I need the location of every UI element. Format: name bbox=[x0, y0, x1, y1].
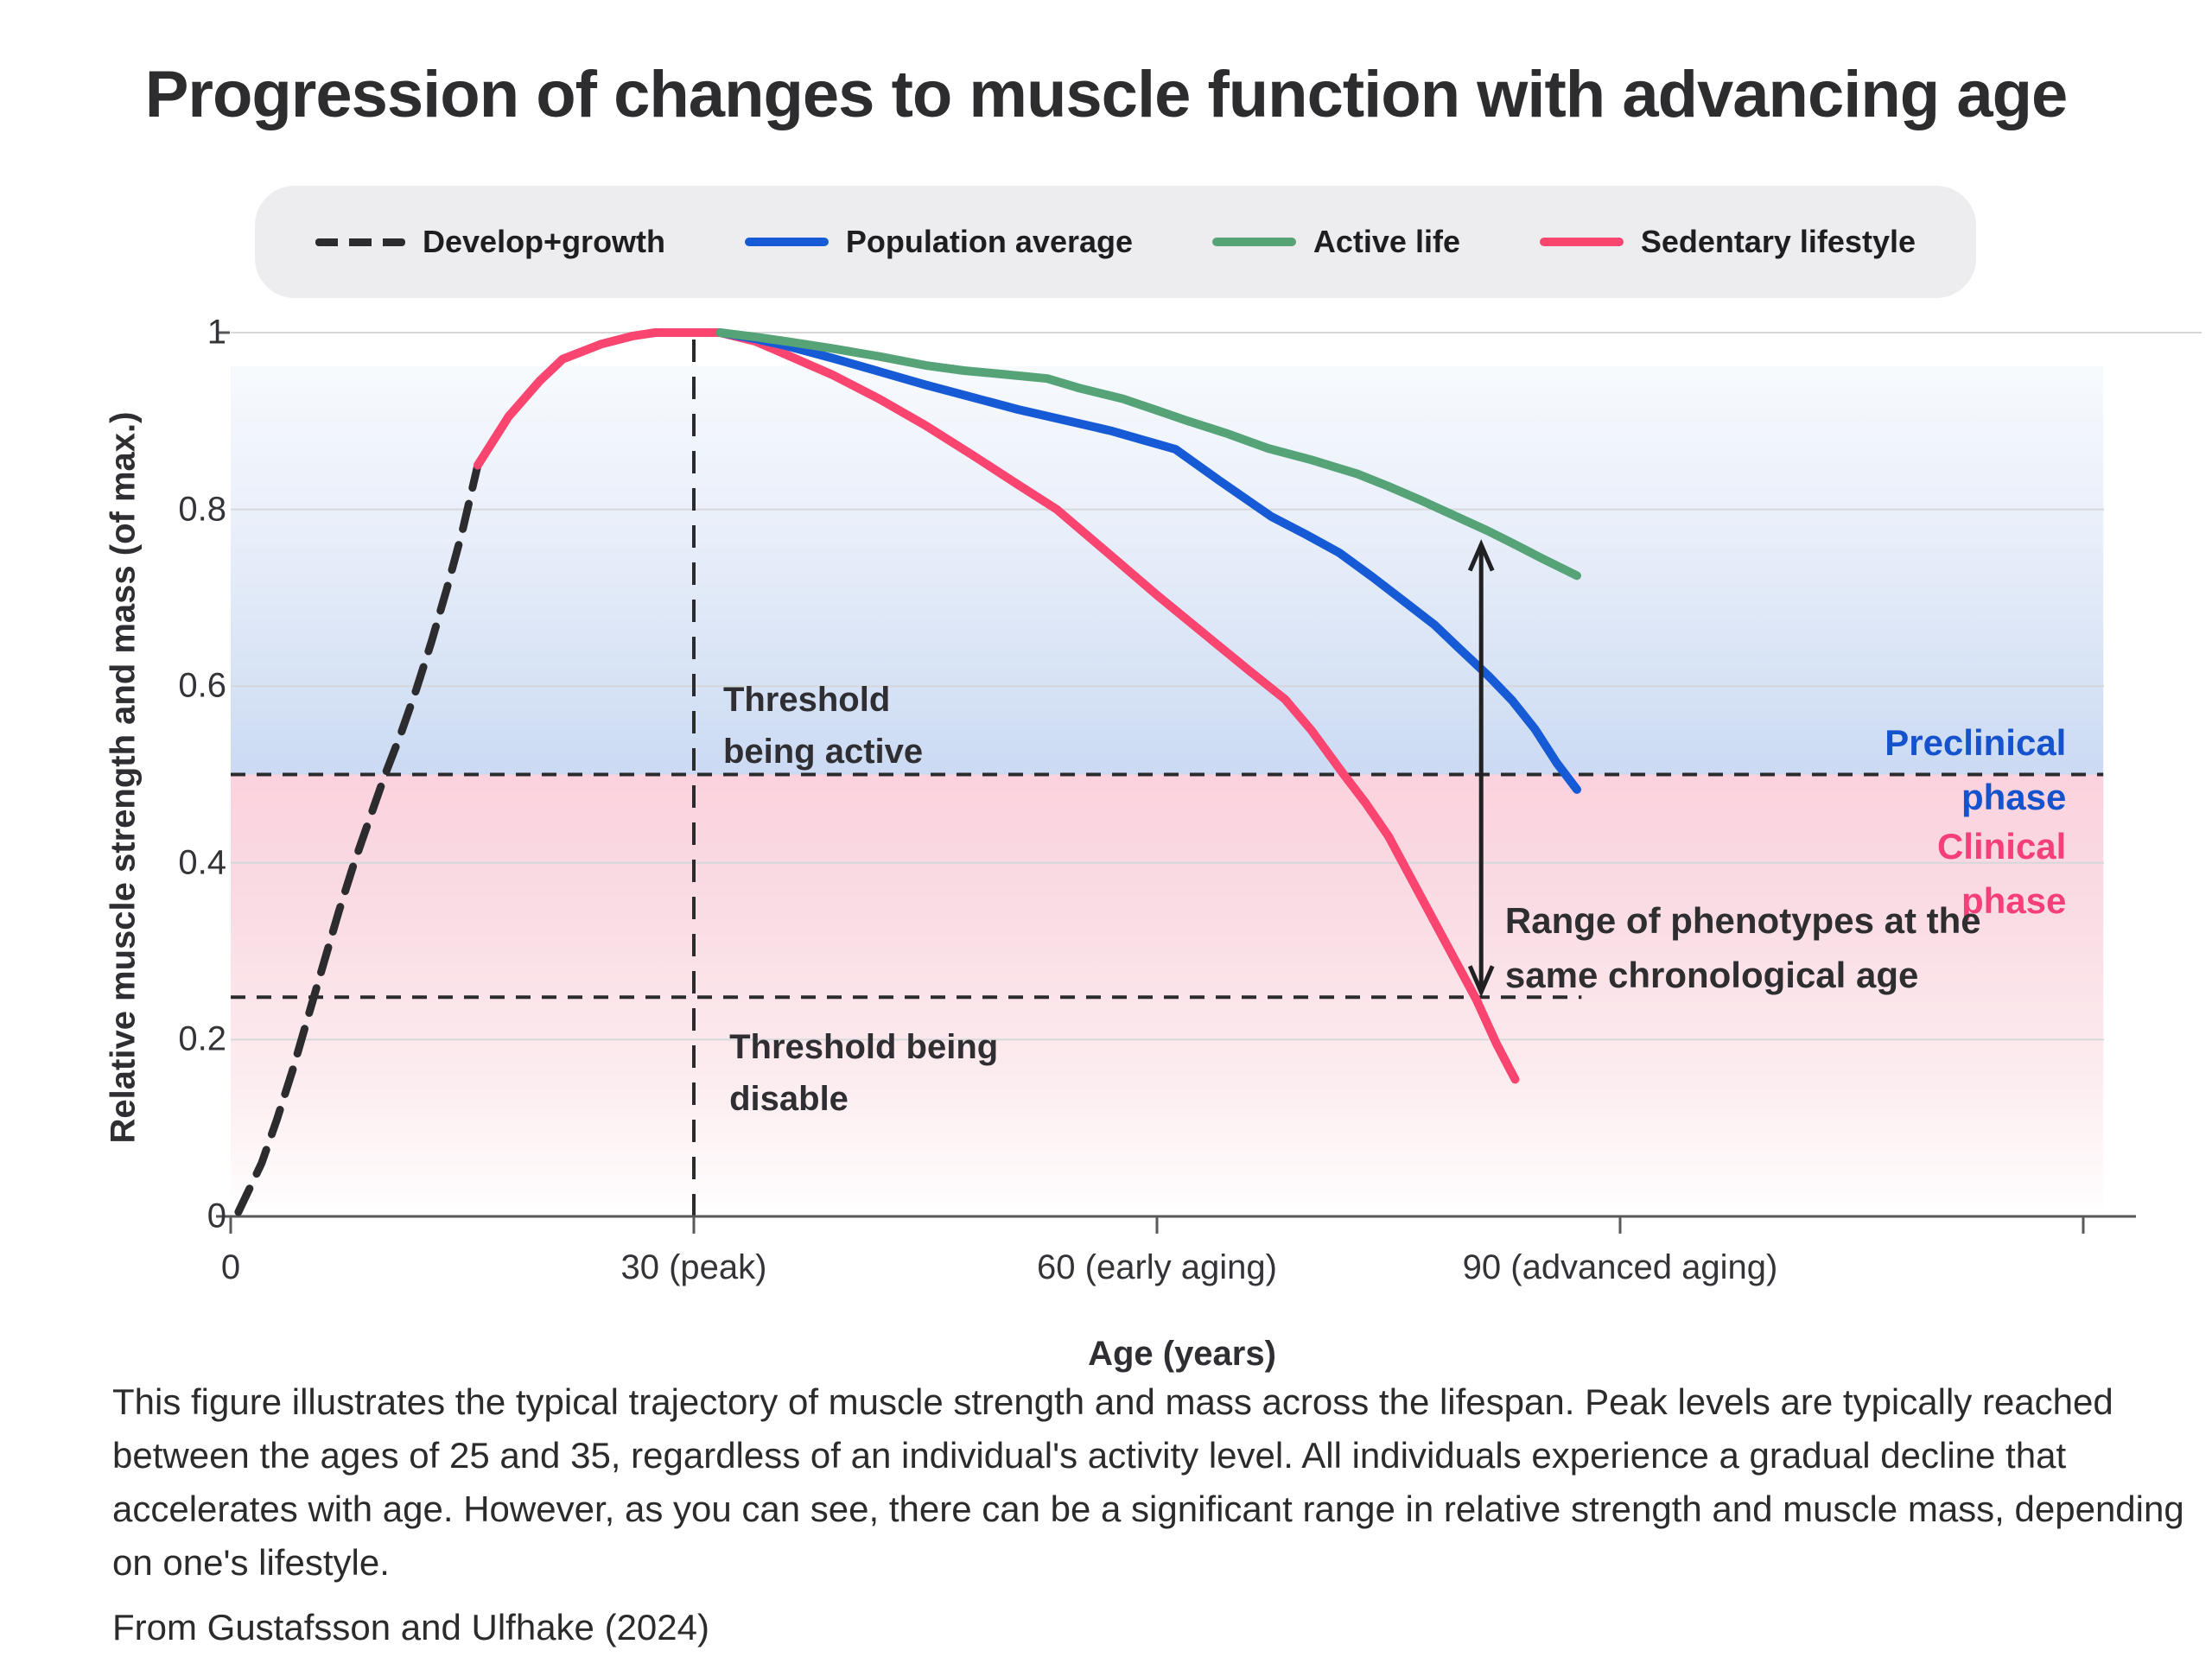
source-citation: From Gustafsson and Ulfhake (2024) bbox=[112, 1607, 709, 1647]
clinical-phase-label: Clinical phase bbox=[1936, 825, 2067, 921]
series-population-average bbox=[715, 328, 1581, 794]
blue-line-swatch-icon bbox=[744, 238, 829, 246]
figure-caption: This figure illustrates the typical traj… bbox=[112, 1381, 2184, 1583]
series-active-life bbox=[715, 328, 1581, 581]
pink-line-swatch-icon bbox=[1539, 238, 1624, 246]
range-arrow-head-down bbox=[1467, 965, 1495, 998]
y-tick-label: 0.2 bbox=[178, 1019, 226, 1058]
legend-label: Sedentary lifestyle bbox=[1640, 224, 1916, 259]
series-sedentary-lifestyle bbox=[473, 328, 1520, 1084]
range-arrow-head-up bbox=[1467, 539, 1495, 572]
y-tick-label: 1 bbox=[207, 313, 226, 352]
y-tick-label: 0.6 bbox=[178, 666, 226, 705]
threshold-disable-label: Threshold being disable bbox=[729, 1027, 999, 1118]
legend-label: Population average bbox=[845, 224, 1134, 259]
y-tick-label: 0 bbox=[207, 1197, 226, 1235]
x-tick-label: 90 (advanced aging) bbox=[1462, 1248, 1778, 1286]
dashed-line-swatch-icon bbox=[315, 238, 405, 246]
legend-label: Develop+growth bbox=[423, 224, 666, 259]
x-tick-label: 0 bbox=[220, 1248, 241, 1286]
page-title: Progression of changes to muscle functio… bbox=[144, 58, 2069, 131]
legend-item-population-average: Population average bbox=[744, 224, 1134, 260]
x-tick-label: 30 (peak) bbox=[620, 1248, 767, 1286]
series-develop-growth bbox=[234, 461, 482, 1216]
legend-item-sedentary-lifestyle: Sedentary lifestyle bbox=[1539, 224, 1916, 260]
y-tick-label: 0.4 bbox=[178, 843, 226, 882]
green-line-swatch-icon bbox=[1211, 238, 1296, 246]
x-axis-title: Age (years) bbox=[1088, 1335, 1276, 1373]
x-tick-label: 60 (early aging) bbox=[1037, 1248, 1277, 1286]
legend-item-active-life: Active life bbox=[1211, 224, 1460, 260]
y-tick-label: 0.8 bbox=[178, 490, 226, 529]
threshold-active-label: Threshold being active bbox=[722, 680, 924, 771]
legend-item-develop-growth: Develop+growth bbox=[315, 224, 665, 260]
preclinical-phase-band bbox=[231, 365, 2104, 775]
preclinical-phase-label: Preclinical phase bbox=[1885, 721, 2067, 817]
range-of-phenotypes-label: Range of phenotypes at the same chronolo… bbox=[1504, 899, 1981, 995]
legend-label: Active life bbox=[1313, 224, 1460, 259]
chart-legend: Develop+growth Population average Active… bbox=[255, 186, 1976, 298]
clinical-phase-band bbox=[231, 774, 2104, 1216]
